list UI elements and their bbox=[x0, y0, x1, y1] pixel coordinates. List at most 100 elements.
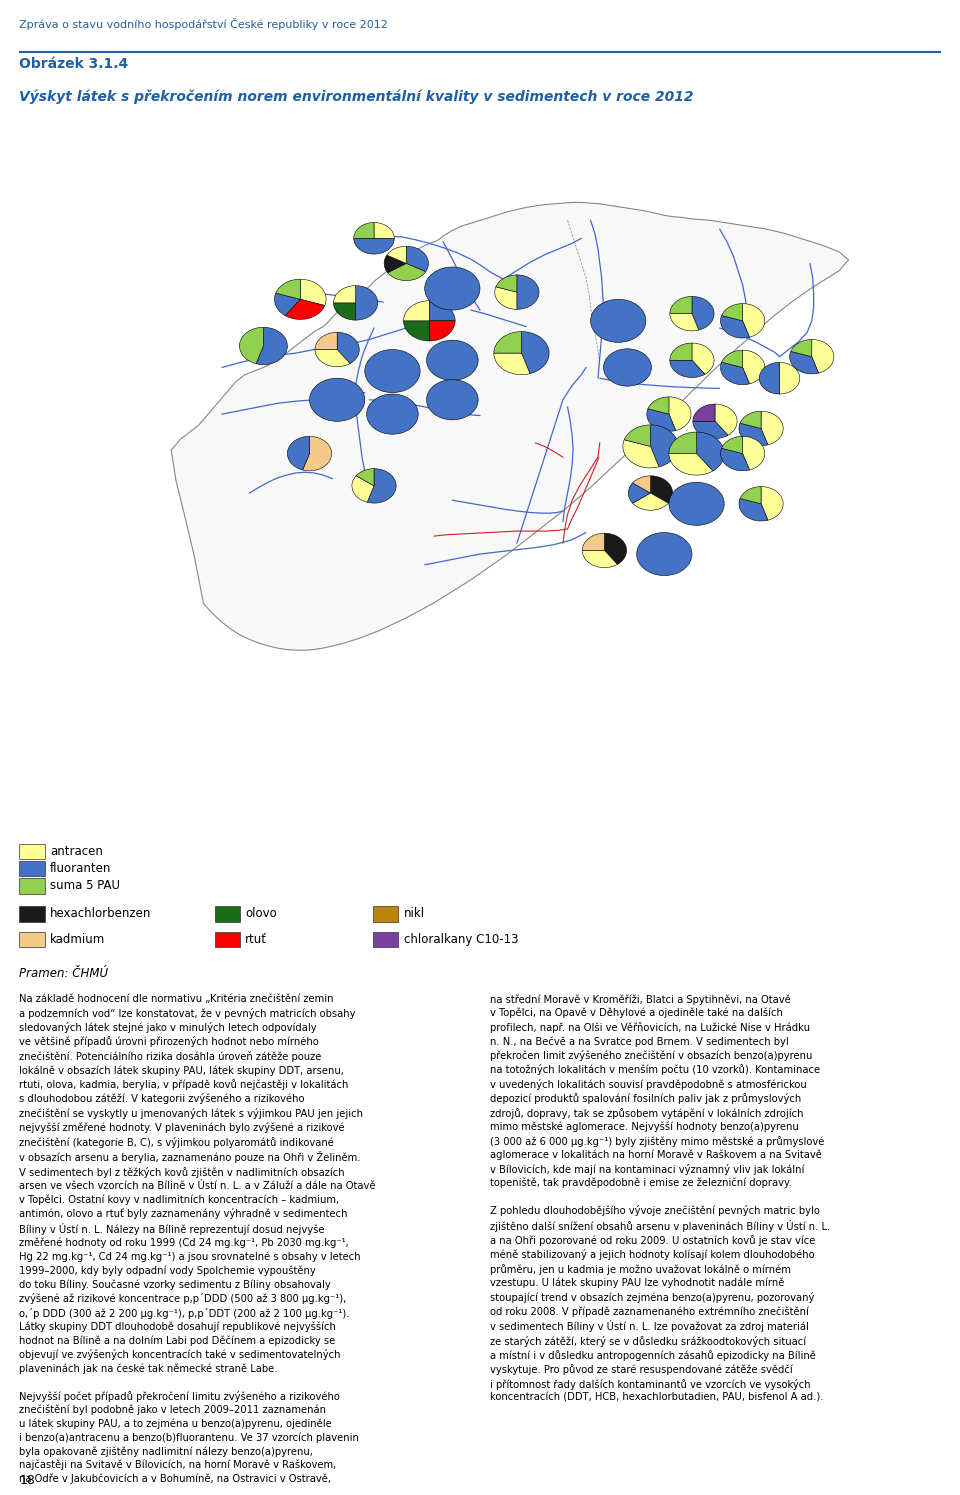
Wedge shape bbox=[337, 332, 359, 363]
Text: Pramen: ČHMÚ: Pramen: ČHMÚ bbox=[19, 967, 108, 979]
Text: nikl: nikl bbox=[403, 907, 424, 921]
Wedge shape bbox=[740, 486, 761, 504]
Wedge shape bbox=[333, 286, 355, 303]
Wedge shape bbox=[493, 332, 521, 353]
Wedge shape bbox=[494, 287, 516, 309]
Wedge shape bbox=[623, 440, 659, 468]
Wedge shape bbox=[583, 534, 605, 550]
Wedge shape bbox=[426, 380, 478, 420]
FancyBboxPatch shape bbox=[19, 933, 44, 948]
FancyBboxPatch shape bbox=[19, 845, 44, 860]
Wedge shape bbox=[761, 411, 783, 446]
Wedge shape bbox=[812, 339, 834, 374]
Wedge shape bbox=[403, 321, 429, 341]
Wedge shape bbox=[740, 411, 761, 429]
FancyBboxPatch shape bbox=[19, 906, 44, 921]
Wedge shape bbox=[692, 342, 714, 374]
Wedge shape bbox=[275, 293, 300, 315]
Wedge shape bbox=[693, 422, 728, 438]
Text: Na základě hodnocení dle normativu „Kritéria znečištění zemin
a podzemních vod“ : Na základě hodnocení dle normativu „Krit… bbox=[19, 994, 375, 1485]
Wedge shape bbox=[300, 280, 326, 305]
Wedge shape bbox=[739, 423, 768, 446]
Wedge shape bbox=[780, 362, 800, 395]
Text: Zpráva o stavu vodního hospodářství České republiky v roce 2012: Zpráva o stavu vodního hospodářství Česk… bbox=[19, 18, 388, 30]
Text: rtuť: rtuť bbox=[245, 933, 267, 946]
Wedge shape bbox=[722, 350, 743, 368]
Wedge shape bbox=[791, 339, 812, 357]
Wedge shape bbox=[715, 404, 737, 435]
Wedge shape bbox=[743, 350, 765, 384]
Wedge shape bbox=[315, 332, 337, 350]
Wedge shape bbox=[353, 238, 395, 254]
Wedge shape bbox=[722, 303, 743, 321]
Wedge shape bbox=[424, 268, 480, 309]
Wedge shape bbox=[352, 475, 374, 502]
Wedge shape bbox=[374, 223, 395, 238]
Wedge shape bbox=[669, 453, 713, 475]
Wedge shape bbox=[604, 348, 652, 386]
Wedge shape bbox=[693, 404, 715, 422]
Wedge shape bbox=[309, 378, 365, 422]
Wedge shape bbox=[743, 437, 765, 469]
Wedge shape bbox=[493, 353, 530, 375]
Wedge shape bbox=[692, 296, 714, 330]
Text: suma 5 PAU: suma 5 PAU bbox=[50, 879, 120, 893]
Wedge shape bbox=[651, 425, 678, 466]
FancyBboxPatch shape bbox=[214, 933, 240, 948]
Wedge shape bbox=[633, 475, 651, 493]
Wedge shape bbox=[406, 247, 428, 272]
Wedge shape bbox=[285, 299, 324, 320]
Text: kadmium: kadmium bbox=[50, 933, 105, 946]
Wedge shape bbox=[429, 321, 455, 341]
Wedge shape bbox=[669, 396, 691, 431]
Wedge shape bbox=[590, 299, 646, 342]
Wedge shape bbox=[333, 303, 355, 320]
Polygon shape bbox=[171, 202, 849, 650]
Wedge shape bbox=[429, 300, 455, 321]
Wedge shape bbox=[669, 483, 724, 525]
Wedge shape bbox=[739, 498, 768, 522]
Wedge shape bbox=[356, 468, 374, 486]
Wedge shape bbox=[367, 395, 419, 434]
Wedge shape bbox=[633, 493, 668, 510]
Wedge shape bbox=[721, 448, 750, 471]
Wedge shape bbox=[495, 275, 516, 292]
Wedge shape bbox=[403, 300, 429, 321]
Wedge shape bbox=[384, 256, 406, 272]
Wedge shape bbox=[721, 362, 750, 384]
Wedge shape bbox=[367, 468, 396, 504]
Wedge shape bbox=[697, 432, 724, 471]
Wedge shape bbox=[605, 534, 627, 565]
Wedge shape bbox=[256, 327, 287, 365]
Wedge shape bbox=[521, 332, 549, 374]
Text: Výskyt látek s překročením norem environmentální kvality v sedimentech v roce 20: Výskyt látek s překročením norem environ… bbox=[19, 90, 694, 105]
Text: 18: 18 bbox=[19, 1474, 36, 1486]
Text: antracen: antracen bbox=[50, 845, 103, 858]
Text: Obrázek 3.1.4: Obrázek 3.1.4 bbox=[19, 57, 129, 70]
Text: olovo: olovo bbox=[245, 907, 276, 921]
Wedge shape bbox=[387, 247, 406, 263]
Wedge shape bbox=[743, 303, 765, 338]
FancyBboxPatch shape bbox=[372, 906, 398, 921]
Wedge shape bbox=[722, 437, 743, 453]
Wedge shape bbox=[624, 425, 651, 447]
Wedge shape bbox=[583, 550, 617, 568]
FancyBboxPatch shape bbox=[19, 861, 44, 876]
Text: na střední Moravě v Kroměříži, Blatci a Spytihněvi, na Otavě
v Topělci, na Opavě: na střední Moravě v Kroměříži, Blatci a … bbox=[490, 994, 829, 1402]
Wedge shape bbox=[315, 350, 350, 366]
Wedge shape bbox=[629, 483, 651, 504]
Wedge shape bbox=[636, 532, 692, 576]
Wedge shape bbox=[761, 486, 783, 520]
Wedge shape bbox=[239, 327, 263, 363]
Wedge shape bbox=[670, 360, 705, 378]
FancyBboxPatch shape bbox=[214, 906, 240, 921]
Wedge shape bbox=[759, 362, 780, 395]
Wedge shape bbox=[388, 263, 425, 281]
FancyBboxPatch shape bbox=[19, 879, 44, 894]
Wedge shape bbox=[648, 396, 669, 414]
Wedge shape bbox=[302, 437, 331, 471]
Text: chloralkany C10-13: chloralkany C10-13 bbox=[403, 933, 518, 946]
Wedge shape bbox=[670, 342, 692, 360]
Wedge shape bbox=[647, 408, 676, 432]
Wedge shape bbox=[790, 351, 819, 374]
